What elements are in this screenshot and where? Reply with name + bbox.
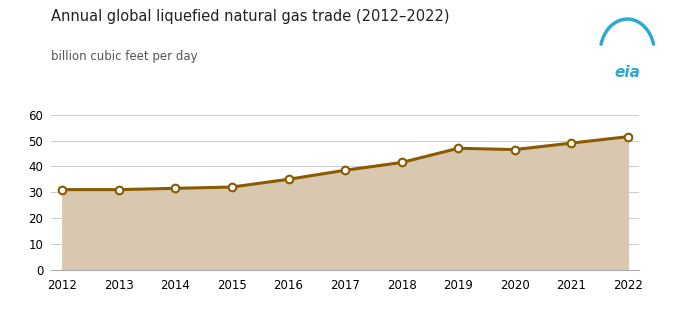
Text: Annual global liquefied natural gas trade (2012–2022): Annual global liquefied natural gas trad… [51,9,449,24]
Text: eia: eia [614,65,641,80]
Text: billion cubic feet per day: billion cubic feet per day [51,50,198,63]
